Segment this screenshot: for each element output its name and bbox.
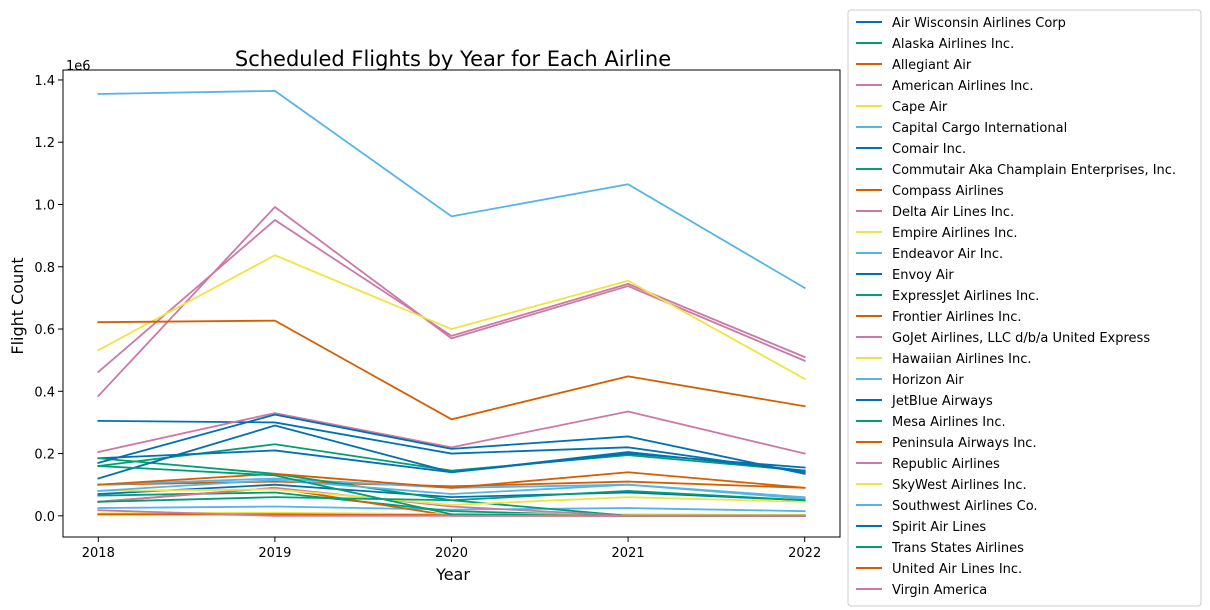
legend-label-11: Endeavor Air Inc. <box>892 247 1003 262</box>
y-tick-label-4: 0.8 <box>34 261 55 276</box>
legend-label-4: Cape Air <box>892 100 948 115</box>
series-line-5 <box>97 505 806 513</box>
x-tick-label-0: 2018 <box>82 546 115 561</box>
legend-label-9: Delta Air Lines Inc. <box>892 205 1014 220</box>
legend-label-16: Hawaiian Airlines Inc. <box>892 352 1031 367</box>
series-line-16 <box>97 488 806 506</box>
legend-label-19: Mesa Airlines Inc. <box>892 415 1006 430</box>
legend-label-18: JetBlue Airways <box>891 394 993 409</box>
y-tick-label-6: 1.2 <box>34 136 55 151</box>
x-tick-label-1: 2019 <box>258 546 291 561</box>
legend-label-8: Compass Airlines <box>892 184 1004 199</box>
y-tick-label-7: 1.4 <box>34 74 55 89</box>
series-line-24 <box>97 413 806 475</box>
series-line-19 <box>97 490 806 503</box>
y-tick-label-2: 0.4 <box>34 385 55 400</box>
legend-label-25: Trans States Airlines <box>891 541 1024 556</box>
legend-frame <box>847 9 1202 607</box>
legend-label-13: ExpressJet Airlines Inc. <box>892 289 1039 304</box>
legend-label-23: Southwest Airlines Co. <box>892 499 1038 514</box>
plot-area: 2018 2019 2020 2021 2022 0.0 0.2 0.4 0.6 0.8 1.0 1.… <box>34 69 841 561</box>
y-tick-label-0: 0.0 <box>34 510 55 525</box>
legend-label-3: American Airlines Inc. <box>892 79 1034 94</box>
series-line-23 <box>97 89 806 290</box>
legend-label-20: Peninsula Airways Inc. <box>892 436 1037 451</box>
series-line-9 <box>97 206 806 398</box>
series-line-17 <box>97 479 806 500</box>
series-line-2 <box>97 480 806 489</box>
plot-frame <box>62 69 841 538</box>
legend-label-2: Allegiant Air <box>892 58 972 73</box>
series-line-14 <box>97 471 806 489</box>
series-line-1 <box>97 443 806 472</box>
legend-label-22: SkyWest Airlines Inc. <box>892 478 1027 493</box>
legend-label-15: GoJet Airlines, LLC d/b/a United Express <box>892 331 1150 346</box>
x-tick-label-3: 2021 <box>612 546 645 561</box>
y-offset-label: 1e6 <box>66 59 91 74</box>
x-tick-label-4: 2022 <box>788 546 821 561</box>
legend-label-5: Capital Cargo International <box>892 121 1067 136</box>
series-line-22 <box>97 254 806 381</box>
legend-label-21: Republic Airlines <box>892 457 1000 472</box>
legend-label-14: Frontier Airlines Inc. <box>892 310 1022 325</box>
legend-label-10: Empire Airlines Inc. <box>892 226 1018 241</box>
series-line-18 <box>97 424 806 480</box>
series-line-21 <box>97 410 806 455</box>
series-line-26 <box>97 319 806 421</box>
y-tick-label-1: 0.2 <box>34 448 55 463</box>
series-line-6 <box>97 419 806 474</box>
series-line-3 <box>97 219 806 374</box>
y-tick-label-5: 1.0 <box>34 198 55 213</box>
legend-label-12: Envoy Air <box>892 268 954 283</box>
y-axis-label: Flight Count <box>8 257 27 354</box>
legend-label-26: United Air Lines Inc. <box>892 562 1022 577</box>
legend-label-17: Horizon Air <box>892 373 964 388</box>
y-tick-label-3: 0.6 <box>34 323 55 338</box>
legend: Air Wisconsin Airlines Corp Alaska Airlin… <box>847 9 1202 607</box>
legend-label-7: Commutair Aka Champlain Enterprises, Inc… <box>892 163 1176 178</box>
series-line-27 <box>97 509 806 517</box>
legend-label-0: Air Wisconsin Airlines Corp <box>892 16 1066 31</box>
legend-label-24: Spirit Air Lines <box>892 520 986 535</box>
x-tick-label-2: 2020 <box>435 546 468 561</box>
series-line-0 <box>97 483 806 502</box>
legend-label-27: Virgin America <box>892 583 987 598</box>
chart-title: Scheduled Flights by Year for Each Airli… <box>235 47 671 71</box>
legend-label-1: Alaska Airlines Inc. <box>892 37 1014 52</box>
legend-label-6: Comair Inc. <box>892 142 966 157</box>
x-axis-label: Year <box>435 565 470 584</box>
